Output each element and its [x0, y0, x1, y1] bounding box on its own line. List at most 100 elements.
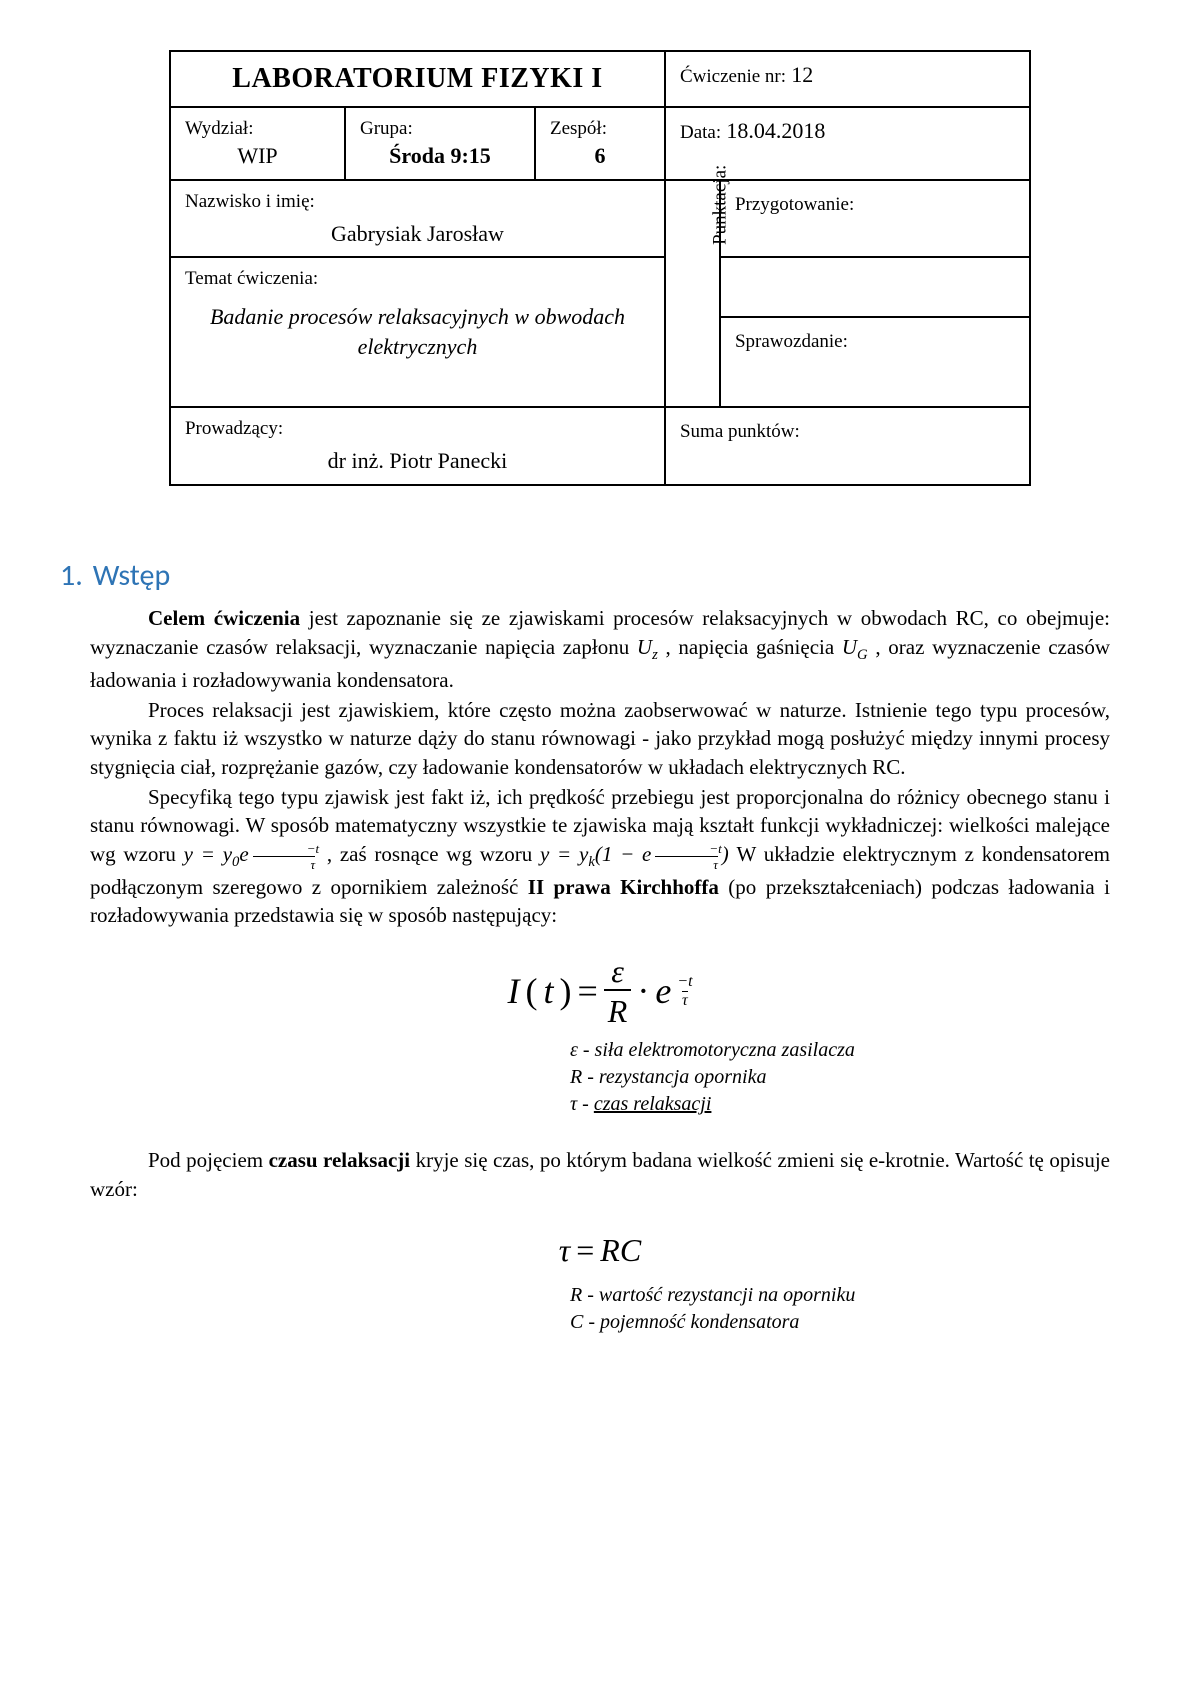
ieq1-y: y — [184, 842, 193, 866]
leg1-R: R — [570, 1066, 582, 1088]
eq1-exp-den: τ — [682, 991, 688, 1009]
eq1-I: I — [507, 967, 519, 1016]
report-score-label: Sprawozdanie: — [735, 331, 848, 352]
eq1-R: R — [604, 989, 632, 1027]
ieq2-close: ) — [722, 842, 729, 866]
leg2-C: C — [570, 1311, 583, 1333]
name-value: Gabrysiak Jarosław — [185, 215, 650, 249]
eq1-rparen: ) — [559, 967, 571, 1016]
eq2-tau: τ — [559, 1229, 570, 1272]
prep-cell: Przygotowanie: — [720, 180, 1030, 257]
para-4-a: Pod pojęciem — [148, 1148, 269, 1172]
section-1-heading: 1. Wstęp — [60, 556, 1110, 597]
topic-label: Temat ćwiczenia: — [185, 266, 650, 292]
prep-label: Przygotowanie: — [735, 194, 854, 215]
ug-sym: UG — [842, 635, 868, 659]
eq1-t: t — [543, 967, 553, 1016]
kirchhoff: II prawa Kirchhoffa — [528, 875, 719, 899]
ieq1-e: e — [239, 842, 248, 866]
ieq2-eq: = — [549, 842, 579, 866]
ieq2-y: y — [540, 842, 549, 866]
report-score-cell: Sprawozdanie: — [720, 317, 1030, 407]
para-1: Celem ćwiczenia jest zapoznanie się ze z… — [90, 604, 1110, 694]
group-cell: Grupa: Środa 9:15 — [345, 107, 535, 180]
eq1-lparen: ( — [525, 967, 537, 1016]
dept-value: WIP — [185, 141, 330, 171]
group-label: Grupa: — [360, 116, 520, 142]
ieq1-exp: −tτ — [249, 842, 319, 871]
supervisor-label: Prowadzący: — [185, 416, 650, 442]
ieq2-yk: y — [579, 842, 588, 866]
para-4: Pod pojęciem czasu relaksacji kryje się … — [90, 1146, 1110, 1203]
ug-letter: U — [842, 635, 857, 659]
ieq1-y0: y — [223, 842, 232, 866]
team-value: 6 — [550, 141, 650, 171]
inline-eq-decay: y = y0e−tτ — [184, 842, 327, 866]
section-1-title: Wstęp — [93, 557, 170, 594]
eq2-eq: = — [576, 1229, 594, 1272]
para-1-lead: Celem ćwiczenia — [148, 606, 300, 630]
date-value: 18.04.2018 — [726, 118, 825, 143]
section-1-num: 1. — [60, 557, 83, 594]
leg2-C-txt: - pojemność kondensatora — [583, 1311, 799, 1333]
date-label: Data: — [680, 122, 721, 143]
equation-1: I(t) = ε R · e −tτ — [90, 955, 1110, 1027]
ug-sub: G — [857, 647, 868, 663]
score-column-label-cell: Punktacja: — [665, 180, 720, 407]
eq1-frac: ε R — [604, 955, 632, 1027]
dept-cell: Wydział: WIP — [170, 107, 345, 180]
ieq1-exp-den: τ — [253, 856, 316, 871]
exercise-label: Ćwiczenie nr: — [680, 66, 786, 87]
team-cell: Zespół: 6 — [535, 107, 665, 180]
uz-sym: Uz — [637, 635, 658, 659]
eq1-equals: = — [577, 967, 597, 1016]
lab-title: LABORATORIUM FIZYKI I — [170, 51, 665, 107]
topic-value: Badanie procesów relaksacyjnych w obwoda… — [185, 292, 650, 379]
supervisor-value: dr inż. Piotr Panecki — [185, 442, 650, 476]
uz-letter: U — [637, 635, 652, 659]
legend-2: R - wartość rezystancji na oporniku C - … — [90, 1282, 1110, 1336]
para-2: Proces relaksacji jest zjawiskiem, które… — [90, 696, 1110, 781]
legend-1: ε - siła elektromotoryczna zasilacza R -… — [90, 1037, 1110, 1118]
exercise-no: 12 — [791, 62, 813, 87]
para-1-body-b: , napięcia gaśnięcia — [658, 635, 842, 659]
total-cell: Suma punktów: — [665, 407, 1030, 484]
para-3-b: , zaś rosnące wg wzoru — [327, 842, 540, 866]
dept-label: Wydział: — [185, 116, 330, 142]
leg1-R-txt: - rezystancja opornika — [582, 1066, 766, 1088]
exercise-cell: Ćwiczenie nr: 12 — [665, 51, 1030, 107]
leg1-eps-txt: - siła elektromotoryczna zasilacza — [578, 1039, 855, 1061]
leg2-R: R — [570, 1284, 582, 1306]
ieq2-open: (1 − — [595, 842, 642, 866]
eq1-e: e — [655, 967, 671, 1016]
leg2-R-txt: - wartość rezystancji na oporniku — [582, 1284, 855, 1306]
team-label: Zespół: — [550, 116, 650, 142]
blank-score-cell — [720, 257, 1030, 317]
para-3: Specyfiką tego typu zjawisk jest fakt iż… — [90, 783, 1110, 929]
name-label: Nazwisko i imię: — [185, 189, 650, 215]
eq2-rc: RC — [600, 1229, 641, 1272]
ieq2-e: e — [642, 842, 651, 866]
equation-2: τ = RC — [90, 1229, 1110, 1272]
topic-cell: Temat ćwiczenia: Badanie procesów relaks… — [170, 257, 665, 407]
inline-eq-growth: y = yk(1 − e−tτ) — [540, 842, 737, 866]
leg1-tau-txt: czas relaksacji — [594, 1093, 712, 1115]
ieq1-exp-num: −t — [249, 842, 319, 856]
total-label: Suma punktów: — [680, 421, 800, 442]
supervisor-cell: Prowadzący: dr inż. Piotr Panecki — [170, 407, 665, 484]
leg1-eps: ε — [570, 1039, 578, 1061]
eq1-exp: −tτ — [677, 974, 692, 1009]
group-value: Środa 9:15 — [360, 141, 520, 171]
ieq2-exp-num: −t — [651, 842, 721, 856]
report-header-table: LABORATORIUM FIZYKI I Ćwiczenie nr: 12 W… — [169, 50, 1031, 486]
ieq2-exp-den: τ — [655, 856, 718, 871]
eq1-dot: · — [637, 967, 649, 1016]
eq1-eps: ε — [607, 955, 628, 989]
ieq2-exp: −tτ — [651, 842, 721, 871]
eq1-exp-num: −t — [677, 974, 692, 991]
score-column-label: Punktacja: — [707, 165, 733, 245]
name-cell: Nazwisko i imię: Gabrysiak Jarosław — [170, 180, 665, 257]
para-4-bold: czasu relaksacji — [269, 1148, 411, 1172]
leg1-tau-dash: - — [577, 1093, 594, 1115]
ieq1-eq: = — [193, 842, 223, 866]
